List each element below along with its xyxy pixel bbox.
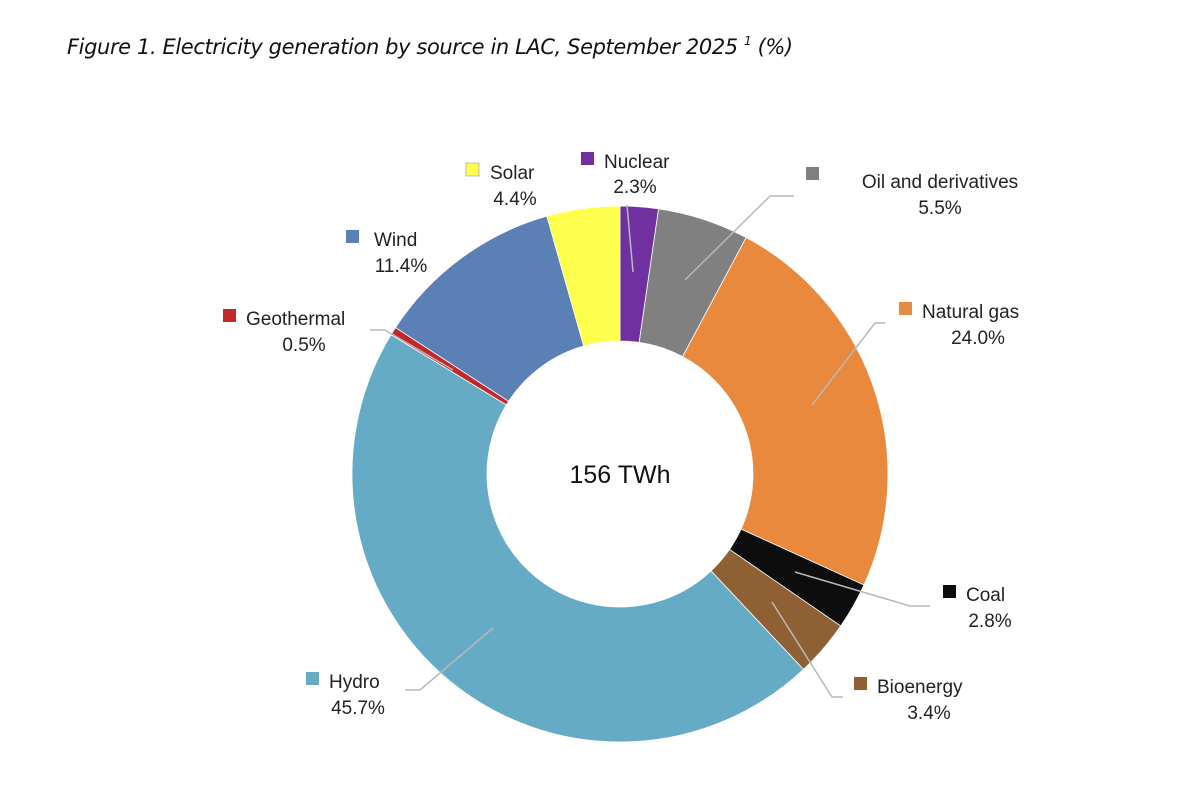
slice-hydro xyxy=(351,334,805,743)
label-value-natural-gas: 24.0% xyxy=(951,328,1005,349)
slice-natural-gas xyxy=(682,237,889,586)
figure-title-text: Figure 1. Electricity generation by sour… xyxy=(67,35,738,59)
legend-swatch-wind xyxy=(346,230,359,243)
legend-swatch-geothermal xyxy=(223,309,236,322)
label-name-oil-and-derivatives: Oil and derivatives xyxy=(862,172,1018,193)
label-value-hydro: 45.7% xyxy=(331,698,385,719)
label-name-solar: Solar xyxy=(490,163,535,184)
legend-swatch-hydro xyxy=(306,672,319,685)
leader-line-bioenergy xyxy=(771,601,843,698)
label-value-wind: 11.4% xyxy=(375,256,428,277)
legend-swatch-coal xyxy=(943,585,956,598)
leader-line-coal xyxy=(794,571,930,607)
leader-lines-group xyxy=(370,195,930,698)
label-name-coal: Coal xyxy=(966,585,1005,606)
label-value-nuclear: 2.3% xyxy=(613,177,656,198)
label-name-hydro: Hydro xyxy=(329,672,380,693)
legend-swatch-oil-and-derivatives xyxy=(806,167,819,180)
label-name-geothermal: Geothermal xyxy=(246,309,345,330)
legend-swatch-bioenergy xyxy=(854,677,867,690)
label-value-geothermal: 0.5% xyxy=(282,335,325,356)
slices-group xyxy=(351,205,889,743)
label-name-nuclear: Nuclear xyxy=(604,152,670,173)
slice-solar xyxy=(546,205,621,347)
leader-line-natural-gas xyxy=(811,322,885,406)
leader-line-nuclear xyxy=(626,204,634,273)
slice-wind xyxy=(394,215,585,402)
figure-title: Figure 1. Electricity generation by sour… xyxy=(67,34,793,59)
label-value-coal: 2.8% xyxy=(968,611,1011,632)
labels-group: Nuclear 2.3% Oil and derivatives 5.5% Natura… xyxy=(223,152,1019,724)
label-name-bioenergy: Bioenergy xyxy=(877,677,963,698)
footnote-marker: 1 xyxy=(744,34,752,48)
leader-line-oil-and-derivatives xyxy=(684,195,794,281)
label-name-wind: Wind xyxy=(374,230,417,251)
label-value-bioenergy: 3.4% xyxy=(907,703,950,724)
legend-swatch-natural-gas xyxy=(899,302,912,315)
center-total-label: 156 TWh xyxy=(570,461,671,489)
leader-line-geothermal xyxy=(370,329,454,371)
label-name-natural-gas: Natural gas xyxy=(922,302,1019,323)
label-value-solar: 4.4% xyxy=(493,189,536,210)
label-value-oil-and-derivatives: 5.5% xyxy=(918,198,961,219)
leader-line-hydro xyxy=(405,627,494,691)
unit-suffix: (%) xyxy=(757,35,794,59)
legend-swatch-solar xyxy=(465,162,480,177)
legend-swatch-nuclear xyxy=(581,152,594,165)
